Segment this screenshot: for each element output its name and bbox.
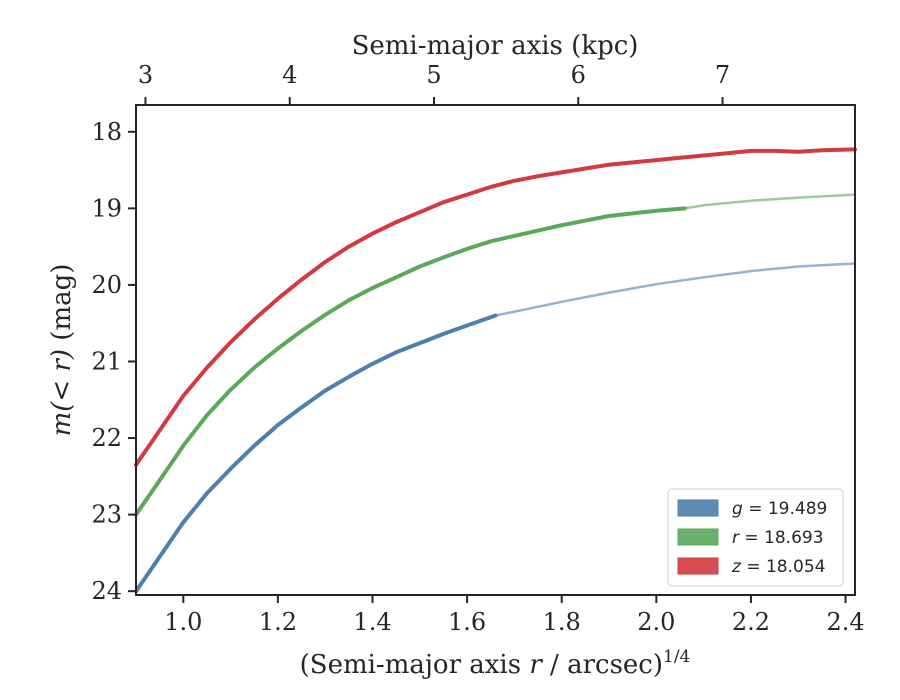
legend: g = 19.489 r = 18.693 z = 18.054	[667, 488, 844, 587]
x-tick-label: 1.4	[353, 608, 391, 636]
legend-label-z: z = 18.054	[731, 557, 825, 577]
x-axis-label-exponent: 1/4	[663, 647, 690, 667]
top-x-tick-label: 7	[715, 61, 730, 89]
y-axis-label-variable: m(< r)	[47, 349, 77, 436]
top-x-tick-label: 3	[138, 61, 153, 89]
legend-swatch-g	[677, 499, 719, 517]
y-tick-label: 21	[91, 347, 122, 375]
series-layer	[134, 147, 857, 594]
legend-label-g: g = 19.489	[732, 499, 827, 519]
bottom-x-axis: 1.0 1.2 1.4 1.6 1.8 2.0 2.2 2.4	[164, 595, 865, 636]
legend-label-r: r = 18.693	[732, 528, 824, 548]
top-x-tick-label: 6	[571, 61, 586, 89]
y-axis-label: m(< r) (mag)	[47, 264, 77, 437]
legend-swatch-r	[677, 528, 719, 546]
x-tick-label: 2.0	[637, 608, 675, 636]
x-tick-label: 2.2	[732, 608, 770, 636]
x-axis-label-unit: / arcsec)	[542, 650, 663, 680]
x-tick-label: 1.8	[543, 608, 581, 636]
y-tick-label: 23	[91, 501, 122, 529]
y-tick-label: 19	[91, 194, 122, 222]
y-axis: 18 19 20 21 22 23 24	[91, 118, 136, 605]
y-tick-label: 24	[91, 577, 122, 605]
series-line-z	[134, 147, 857, 467]
x-axis-label: (Semi-major axis r / arcsec)1/4	[300, 647, 691, 680]
x-axis-label-prefix: (Semi-major axis	[300, 650, 530, 680]
series-line-r	[134, 206, 687, 517]
legend-swatch-z	[677, 557, 719, 575]
top-x-tick-label: 4	[282, 61, 297, 89]
y-tick-label: 22	[91, 424, 122, 452]
series-line-r-extension	[684, 193, 856, 210]
top-x-tick-label: 5	[426, 61, 441, 89]
x-axis-label-variable: r	[529, 650, 543, 680]
x-tick-label: 2.4	[826, 608, 864, 636]
plot-frame	[135, 104, 856, 596]
x-tick-label: 1.2	[259, 608, 297, 636]
y-tick-label: 18	[91, 118, 122, 146]
top-x-axis-label: Semi-major axis (kpc)	[352, 31, 639, 61]
x-tick-label: 1.0	[164, 608, 202, 636]
top-x-axis: 3 4 5 6 7	[138, 61, 730, 105]
x-tick-label: 1.6	[448, 608, 486, 636]
series-line-g-extension	[495, 262, 856, 317]
y-axis-label-unit: (mag)	[47, 264, 77, 349]
y-tick-label: 20	[91, 271, 122, 299]
series-line-g	[134, 313, 498, 594]
